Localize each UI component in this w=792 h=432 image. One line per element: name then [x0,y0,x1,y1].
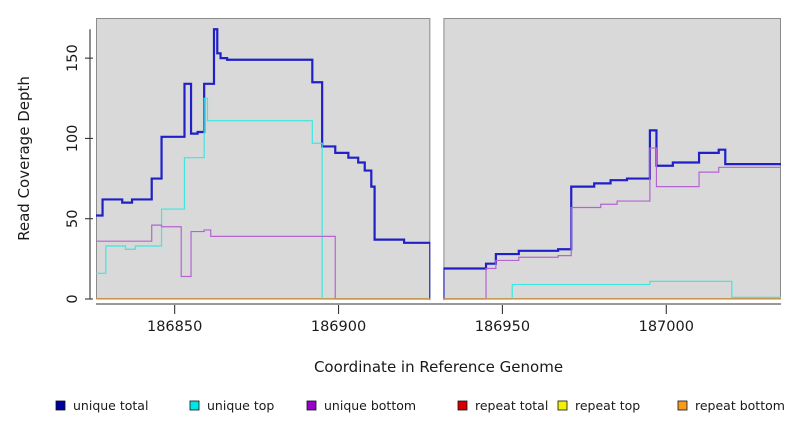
plot-panel-1 [96,18,431,299]
plot-panel-group [96,18,781,299]
x-tick-label: 187000 [639,319,694,335]
y-tick-label: 0 [65,294,81,303]
x-tick-label: 186900 [311,319,366,335]
legend-label-repeat-top: repeat top [575,398,640,413]
y-axis-title: Read Coverage Depth [15,76,33,241]
legend-swatch-repeat-bottom [677,400,688,411]
axes-group: 0 50 100 150 186850 186900 186950 187000 [65,29,781,335]
legend-label-repeat-bottom: repeat bottom [695,398,785,413]
series-line-unique-top [96,97,431,300]
legend-swatch-unique-total [55,400,66,411]
legend-label-repeat-total: repeat total [475,398,548,413]
legend-label-unique-bottom: unique bottom [324,398,416,413]
chart-legend: unique total unique top unique bottom repea… [55,398,785,413]
legend-swatch-unique-bottom [306,400,317,411]
series-line-unique-bottom [96,224,431,300]
series-line-unique-top [443,280,781,300]
x-axis-title: Coordinate in Reference Genome [314,358,563,376]
y-tick-label: 150 [65,44,81,72]
series-line-unique-total [96,28,431,301]
legend-swatch-unique-top [189,400,200,411]
x-tick-label: 186850 [147,319,202,335]
plot-panel-2 [443,18,781,299]
x-tick-label: 186950 [475,319,530,335]
legend-label-unique-total: unique total [73,398,148,413]
series-line-unique-bottom [443,147,781,300]
y-tick-label: 100 [65,125,81,153]
legend-swatch-repeat-top [557,400,568,411]
y-tick-label: 50 [65,209,81,227]
series-group [96,28,781,301]
legend-label-unique-top: unique top [207,398,274,413]
series-line-unique-total [443,129,781,301]
legend-swatch-repeat-total [457,400,468,411]
